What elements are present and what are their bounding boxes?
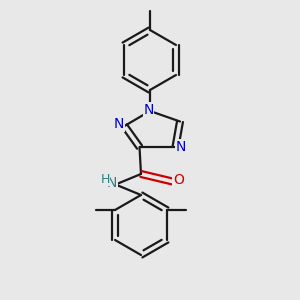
Text: N: N	[143, 103, 154, 116]
Text: N: N	[176, 140, 186, 154]
Text: N: N	[107, 176, 117, 190]
Text: O: O	[173, 173, 184, 187]
Text: N: N	[114, 118, 124, 131]
Text: H: H	[100, 172, 110, 186]
